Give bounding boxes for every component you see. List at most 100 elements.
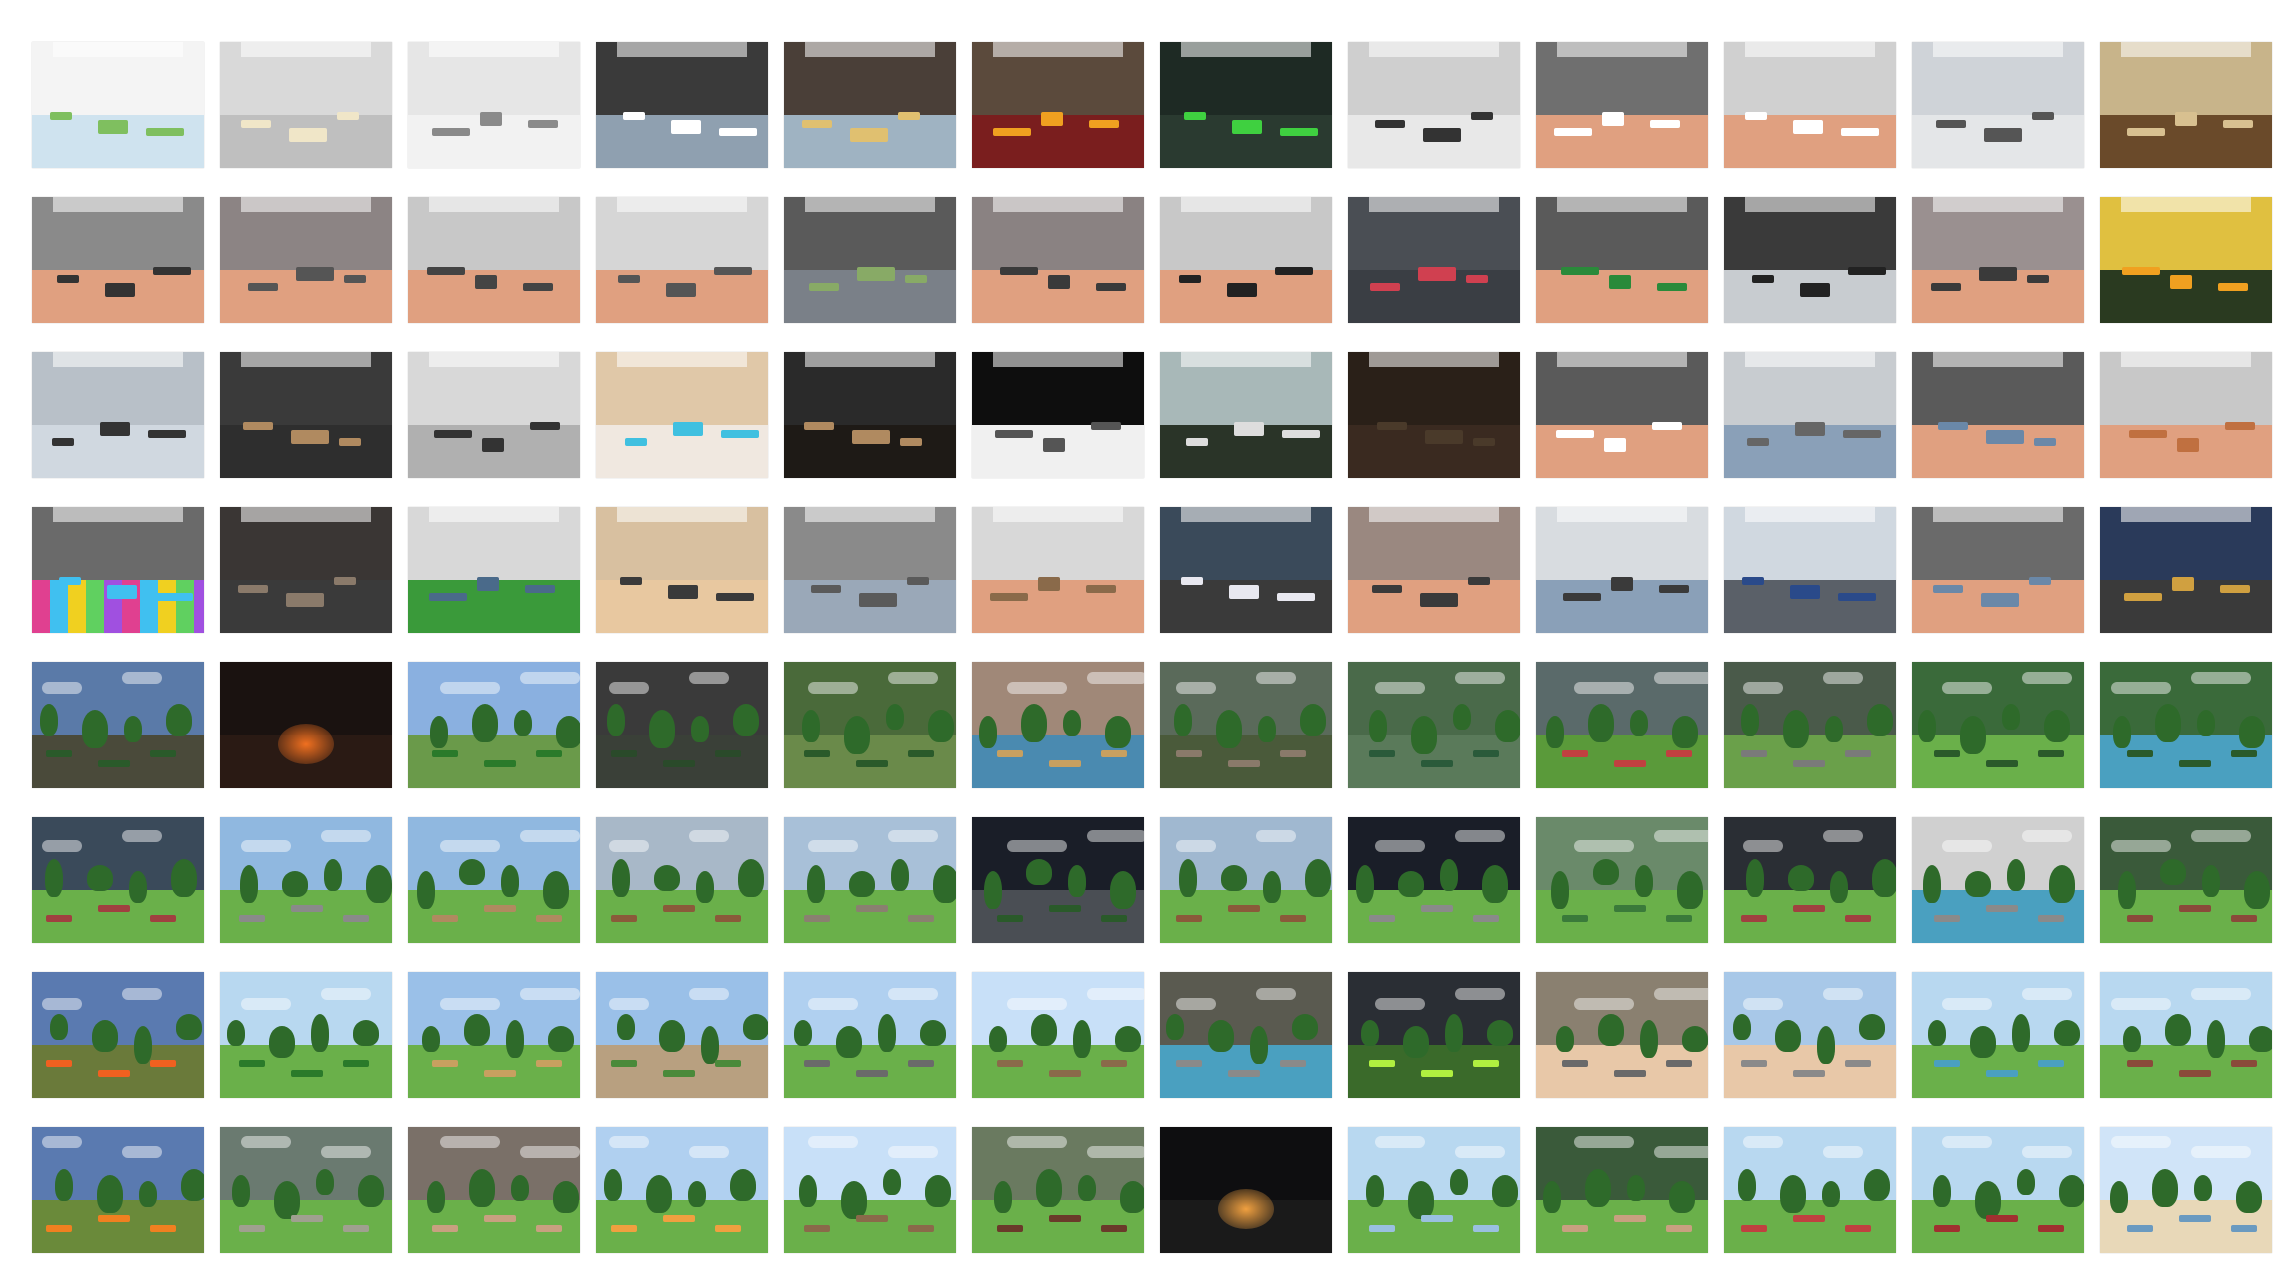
scene-thumbnail[interactable] [408,197,580,323]
scene-thumbnail[interactable] [596,42,768,168]
scene-thumbnail[interactable] [972,972,1144,1098]
scene-thumbnail[interactable] [1536,42,1708,168]
scene-thumbnail[interactable] [1536,817,1708,943]
scene-thumbnail[interactable] [32,352,204,478]
scene-thumbnail[interactable] [972,817,1144,943]
scene-thumbnail[interactable] [1160,197,1332,323]
scene-thumbnail[interactable] [1912,662,2084,788]
scene-thumbnail[interactable] [1912,352,2084,478]
scene-thumbnail[interactable] [1724,972,1896,1098]
scene-thumbnail[interactable] [1348,352,1520,478]
scene-thumbnail[interactable] [596,972,768,1098]
scene-furniture [1931,283,1961,291]
scene-thumbnail[interactable] [32,42,204,168]
scene-thumbnail[interactable] [408,972,580,1098]
scene-thumbnail[interactable] [1912,972,2084,1098]
scene-thumbnail[interactable] [220,662,392,788]
scene-thumbnail[interactable] [32,507,204,633]
scene-thumbnail[interactable] [1912,42,2084,168]
scene-thumbnail[interactable] [596,1127,768,1253]
scene-thumbnail[interactable] [1724,817,1896,943]
scene-thumbnail[interactable] [972,1127,1144,1253]
scene-thumbnail[interactable] [220,42,392,168]
scene-ceiling [804,197,936,213]
scene-thumbnail[interactable] [972,662,1144,788]
scene-thumbnail[interactable] [32,817,204,943]
scene-thumbnail[interactable] [784,662,956,788]
scene-thumbnail[interactable] [1160,352,1332,478]
scene-thumbnail[interactable] [1912,817,2084,943]
scene-thumbnail[interactable] [972,197,1144,323]
scene-thumbnail[interactable] [1912,197,2084,323]
scene-thumbnail[interactable] [220,1127,392,1253]
scene-thumbnail[interactable] [1348,507,1520,633]
scene-thumbnail[interactable] [596,507,768,633]
scene-thumbnail[interactable] [1536,507,1708,633]
scene-thumbnail[interactable] [1536,197,1708,323]
scene-thumbnail[interactable] [2100,662,2272,788]
scene-thumbnail[interactable] [32,197,204,323]
scene-thumbnail[interactable] [784,42,956,168]
scene-thumbnail[interactable] [1724,1127,1896,1253]
scene-thumbnail[interactable] [1724,352,1896,478]
scene-thumbnail[interactable] [220,352,392,478]
scene-thumbnail[interactable] [784,1127,956,1253]
scene-thumbnail[interactable] [2100,42,2272,168]
scene-thumbnail[interactable] [1912,507,2084,633]
scene-thumbnail[interactable] [2100,197,2272,323]
scene-furniture [1650,120,1680,128]
scene-thumbnail[interactable] [408,507,580,633]
scene-thumbnail[interactable] [1348,972,1520,1098]
scene-thumbnail[interactable] [784,817,956,943]
scene-thumbnail[interactable] [1724,662,1896,788]
scene-thumbnail[interactable] [2100,972,2272,1098]
scene-thumbnail[interactable] [1348,197,1520,323]
scene-thumbnail[interactable] [596,817,768,943]
scene-thumbnail[interactable] [2100,507,2272,633]
scene-thumbnail[interactable] [2100,817,2272,943]
scene-thumbnail[interactable] [32,972,204,1098]
scene-thumbnail[interactable] [1160,507,1332,633]
scene-thumbnail[interactable] [784,972,956,1098]
scene-thumbnail[interactable] [1160,1127,1332,1253]
scene-thumbnail[interactable] [596,662,768,788]
scene-thumbnail[interactable] [1160,42,1332,168]
scene-thumbnail[interactable] [1536,1127,1708,1253]
scene-thumbnail[interactable] [408,352,580,478]
scene-thumbnail[interactable] [1536,352,1708,478]
scene-thumbnail[interactable] [1724,197,1896,323]
scene-thumbnail[interactable] [1348,662,1520,788]
scene-thumbnail[interactable] [2100,352,2272,478]
scene-thumbnail[interactable] [32,662,204,788]
scene-thumbnail[interactable] [408,42,580,168]
scene-thumbnail[interactable] [1160,972,1332,1098]
scene-thumbnail[interactable] [784,507,956,633]
scene-thumbnail[interactable] [1724,507,1896,633]
scene-thumbnail[interactable] [220,817,392,943]
scene-thumbnail[interactable] [2100,1127,2272,1253]
scene-thumbnail[interactable] [1348,1127,1520,1253]
scene-thumbnail[interactable] [972,507,1144,633]
scene-thumbnail[interactable] [1536,662,1708,788]
scene-thumbnail[interactable] [1348,42,1520,168]
scene-thumbnail[interactable] [1724,42,1896,168]
scene-thumbnail[interactable] [408,1127,580,1253]
scene-thumbnail[interactable] [596,197,768,323]
scene-thumbnail[interactable] [596,352,768,478]
scene-thumbnail[interactable] [1348,817,1520,943]
scene-thumbnail[interactable] [220,972,392,1098]
scene-thumbnail[interactable] [408,817,580,943]
scene-thumbnail[interactable] [32,1127,204,1253]
scene-thumbnail[interactable] [1536,972,1708,1098]
scene-ceiling [2120,42,2252,58]
scene-thumbnail[interactable] [784,197,956,323]
scene-thumbnail[interactable] [784,352,956,478]
scene-thumbnail[interactable] [1160,817,1332,943]
scene-thumbnail[interactable] [1160,662,1332,788]
scene-thumbnail[interactable] [1912,1127,2084,1253]
scene-thumbnail[interactable] [220,507,392,633]
scene-thumbnail[interactable] [972,42,1144,168]
scene-thumbnail[interactable] [972,352,1144,478]
scene-thumbnail[interactable] [220,197,392,323]
scene-thumbnail[interactable] [408,662,580,788]
